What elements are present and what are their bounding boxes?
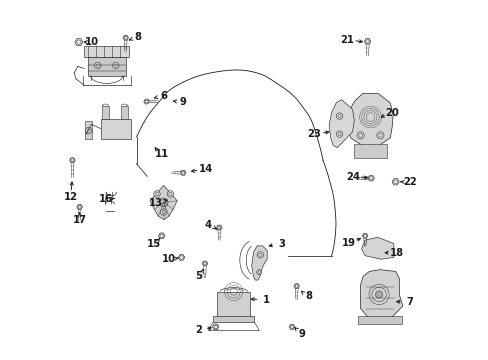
Circle shape bbox=[257, 252, 263, 258]
Text: 12: 12 bbox=[63, 192, 77, 202]
Circle shape bbox=[153, 191, 160, 197]
Text: 16: 16 bbox=[98, 194, 112, 204]
Text: 6: 6 bbox=[160, 91, 167, 101]
Bar bbox=[354, 144, 386, 158]
Text: 11: 11 bbox=[154, 149, 168, 159]
Circle shape bbox=[159, 198, 168, 207]
Text: 19: 19 bbox=[341, 238, 355, 248]
Circle shape bbox=[94, 62, 101, 69]
Text: 24: 24 bbox=[346, 172, 360, 182]
Text: 4: 4 bbox=[204, 220, 212, 230]
Text: 13: 13 bbox=[149, 198, 163, 208]
Bar bbox=[217, 292, 249, 317]
Text: 5: 5 bbox=[195, 271, 202, 280]
Circle shape bbox=[112, 62, 119, 69]
Text: 3: 3 bbox=[278, 239, 285, 249]
Text: 15: 15 bbox=[147, 239, 161, 249]
Bar bbox=[121, 106, 127, 119]
Text: 8: 8 bbox=[134, 32, 142, 42]
Circle shape bbox=[85, 127, 92, 134]
Text: 23: 23 bbox=[307, 129, 321, 139]
Circle shape bbox=[336, 113, 342, 120]
Text: 21: 21 bbox=[339, 35, 353, 45]
Text: 20: 20 bbox=[385, 108, 399, 118]
Polygon shape bbox=[360, 270, 402, 318]
Text: 22: 22 bbox=[403, 177, 416, 187]
Bar bbox=[357, 316, 401, 324]
Text: 8: 8 bbox=[305, 291, 312, 301]
Polygon shape bbox=[361, 237, 393, 259]
Text: 10: 10 bbox=[85, 37, 99, 47]
Circle shape bbox=[356, 132, 364, 139]
Polygon shape bbox=[150, 185, 177, 220]
Bar bbox=[88, 57, 125, 76]
Text: 18: 18 bbox=[389, 248, 403, 258]
Circle shape bbox=[375, 291, 382, 298]
Text: 10: 10 bbox=[162, 254, 176, 264]
Circle shape bbox=[167, 191, 173, 197]
Bar bbox=[101, 119, 131, 139]
Text: 7: 7 bbox=[405, 297, 412, 307]
Bar bbox=[85, 121, 92, 139]
Text: 14: 14 bbox=[198, 164, 213, 174]
Circle shape bbox=[160, 209, 166, 215]
Polygon shape bbox=[251, 246, 266, 280]
Circle shape bbox=[376, 132, 383, 139]
Text: 9: 9 bbox=[180, 97, 186, 107]
Bar bbox=[213, 316, 254, 322]
Circle shape bbox=[256, 270, 261, 275]
Bar bbox=[102, 106, 108, 119]
Text: 17: 17 bbox=[73, 215, 86, 225]
Text: 1: 1 bbox=[262, 295, 269, 305]
Text: 9: 9 bbox=[298, 329, 305, 338]
Polygon shape bbox=[328, 100, 354, 148]
Polygon shape bbox=[346, 94, 392, 146]
Circle shape bbox=[336, 131, 342, 138]
Bar bbox=[84, 46, 129, 57]
Text: 2: 2 bbox=[195, 325, 202, 336]
